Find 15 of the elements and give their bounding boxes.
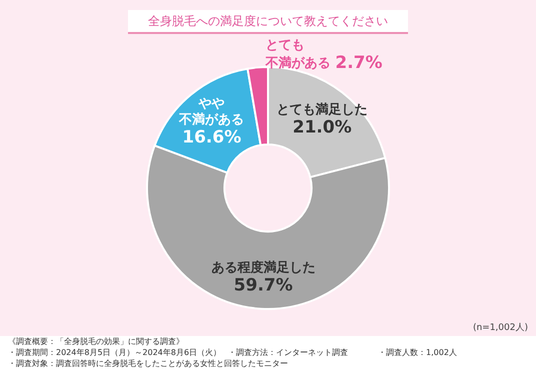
data-label: 16.6%: [182, 127, 242, 148]
text: (n=1,002人): [472, 322, 528, 334]
text: ・調査期間：2024年8月5日（月）～2024年8月6日（火）: [8, 347, 222, 358]
text: ・調査人数：1,002人: [378, 347, 457, 358]
text: ・調査対象：調査回答時に全身脱毛をしたことがある女性と回答したモニター: [8, 358, 288, 369]
slice-label: やや不満がある: [178, 96, 244, 128]
data-label: 2.7%: [335, 52, 382, 73]
text: 《調査概要：「全身脱毛の効果」に関する調査》: [8, 336, 184, 347]
slice-label: とても満足した: [276, 102, 368, 118]
data-label: 21.0%: [292, 118, 352, 138]
data-label: 59.7%: [234, 276, 293, 296]
slice-label: ある程度満足した: [211, 260, 316, 276]
slice-label: とても不満がある: [264, 38, 331, 71]
chart-title: 全身脱毛への満足度について教えてください: [128, 10, 408, 34]
text: ・調査方法：インターネット調査: [228, 347, 348, 358]
